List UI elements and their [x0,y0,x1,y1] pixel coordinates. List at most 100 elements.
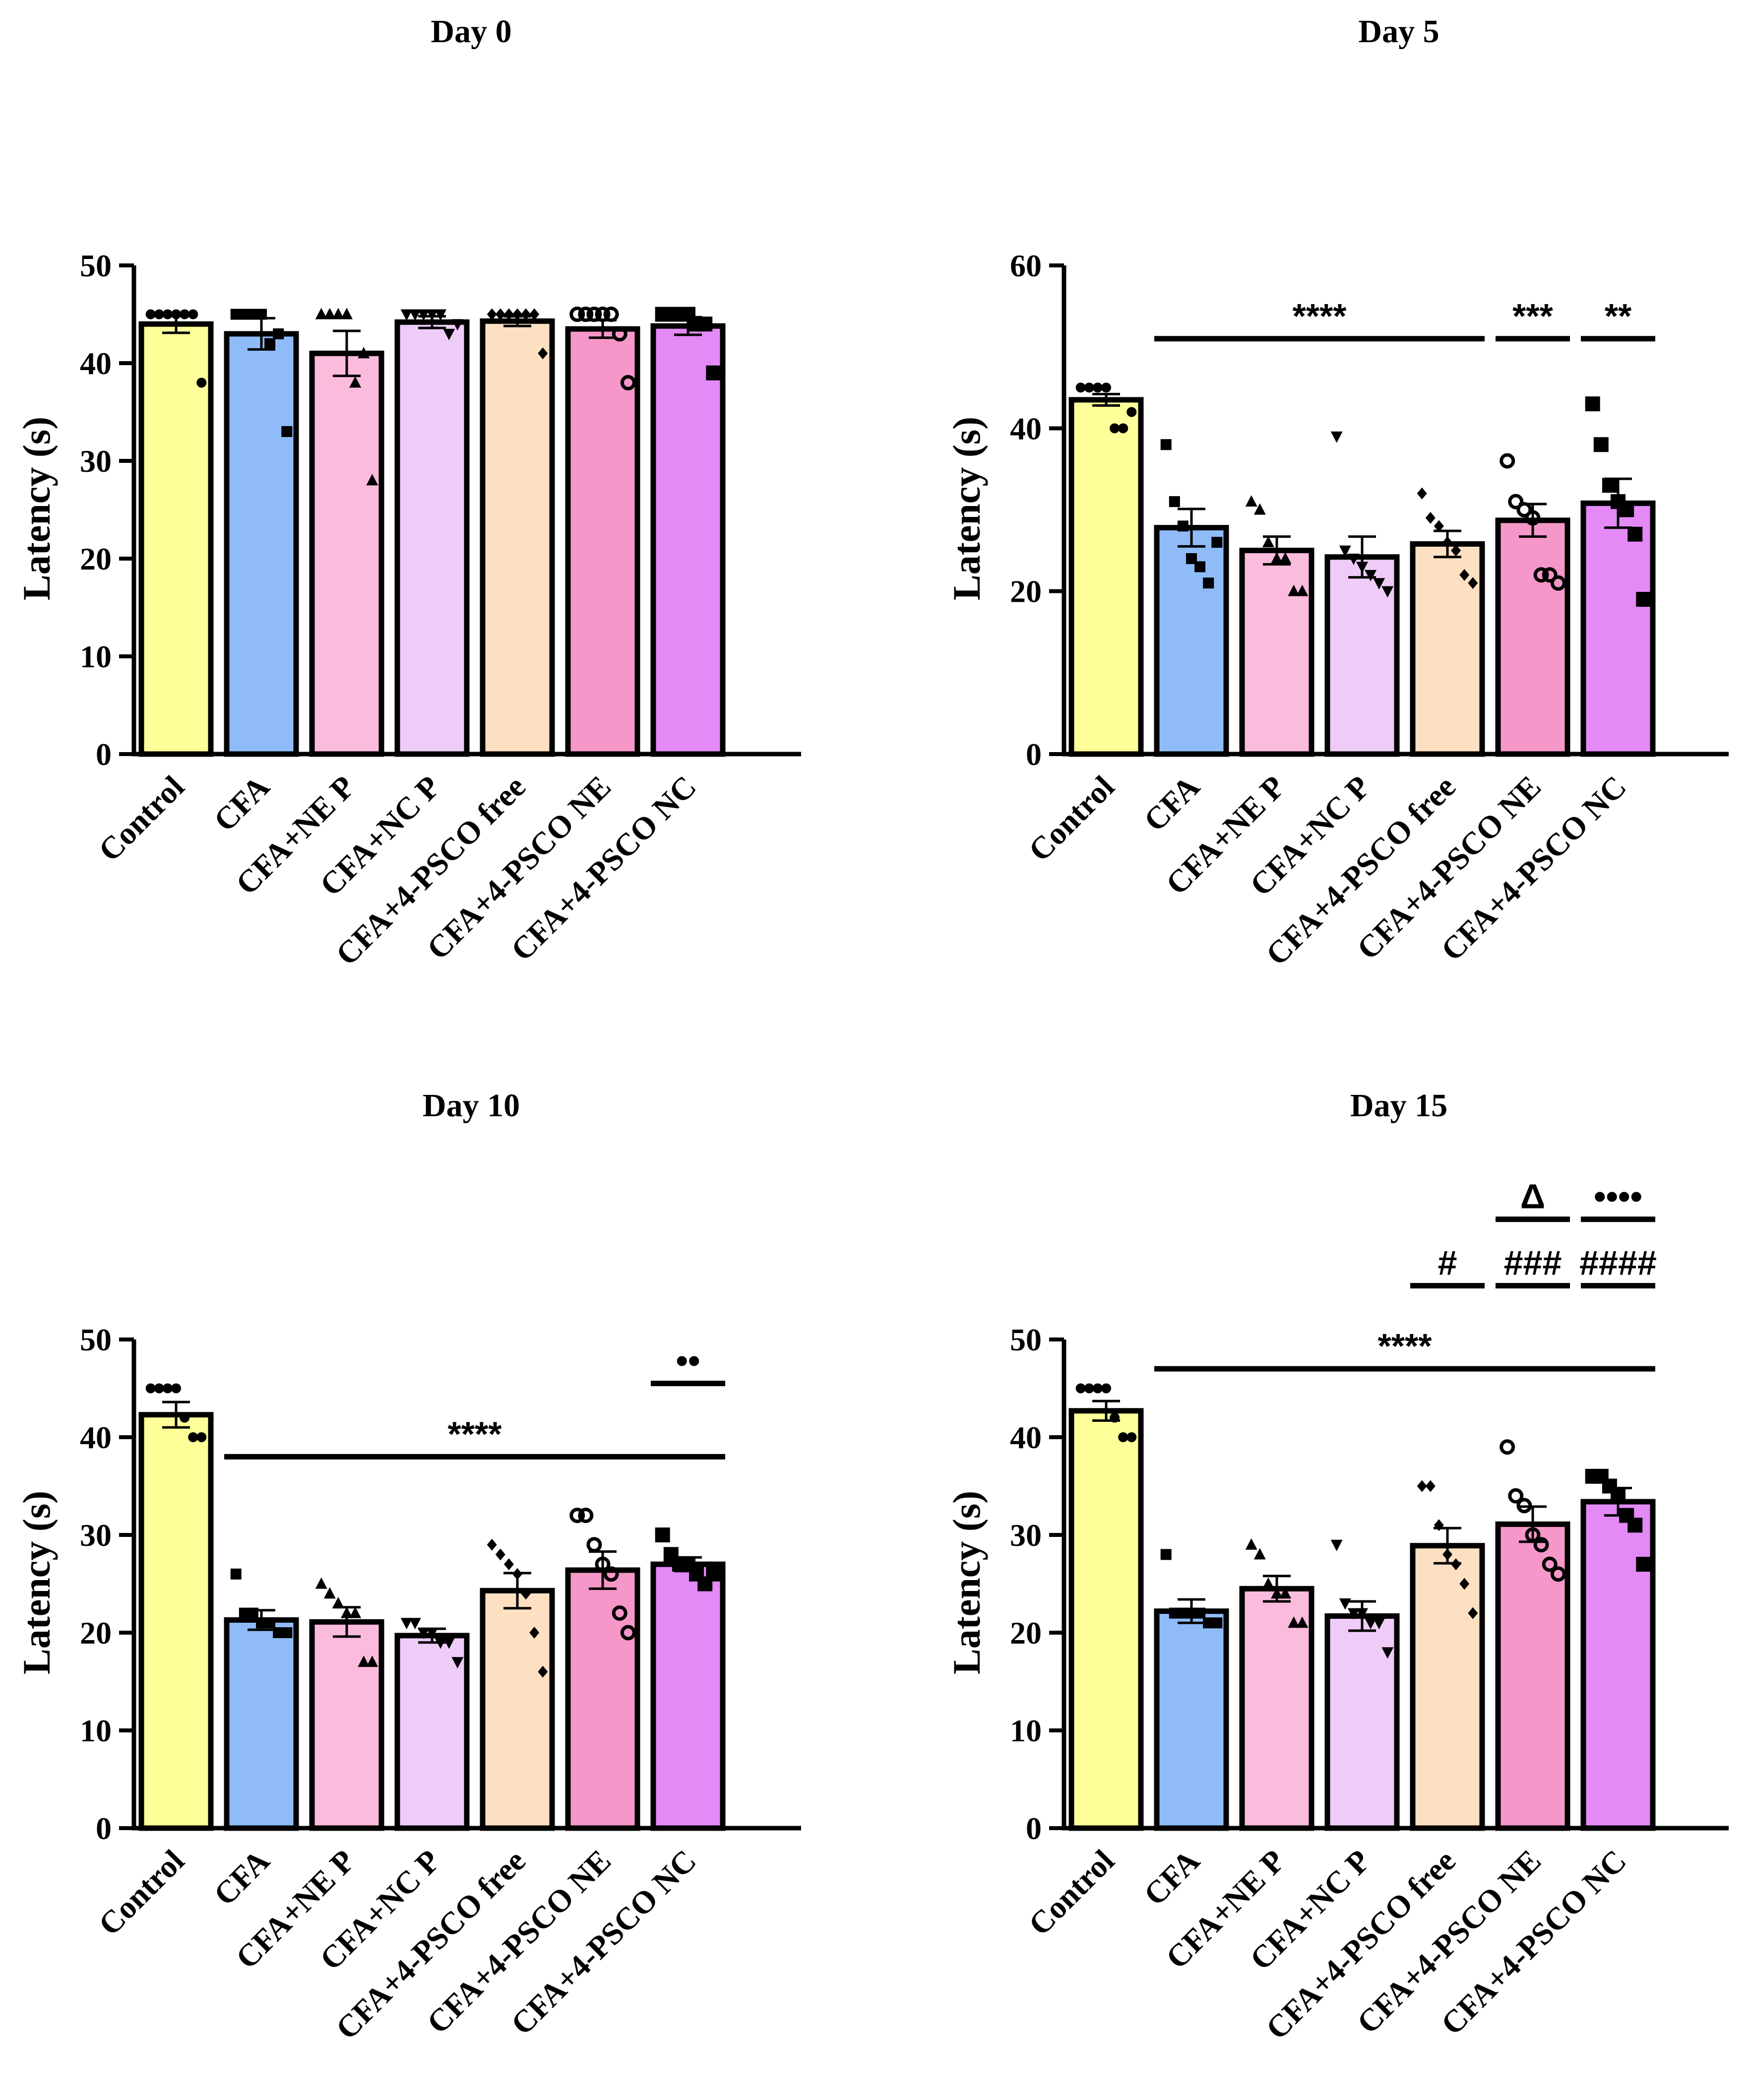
data-point [1262,1577,1274,1589]
data-point [1169,1607,1180,1619]
data-point [1516,1498,1532,1514]
data-point [1550,1566,1566,1582]
data-point [400,309,413,321]
data-point [697,317,713,332]
data-point [1365,1618,1377,1630]
y-tick-label: 10 [1010,1713,1042,1748]
bar [1068,397,1144,757]
bar [1239,1586,1314,1831]
data-point [256,309,267,320]
data-point [409,1618,421,1630]
data-point [1101,382,1111,393]
y-tick-label: 60 [1010,248,1042,283]
data-point [578,307,594,322]
y-tick-label: 30 [80,1518,112,1553]
data-point [1330,431,1343,443]
y-tick-label: 50 [80,248,112,283]
data-point [1459,569,1470,581]
data-point [443,1637,455,1649]
data-point [1279,552,1292,564]
data-point [1636,592,1651,607]
data-point [1160,1549,1172,1560]
data-point [495,308,505,320]
data-point [1417,487,1427,500]
data-point [332,308,344,319]
data-point [180,1412,190,1423]
data-point [586,307,602,322]
data-point [1288,584,1300,596]
data-point [1533,567,1549,583]
y-axis-label: Latency (s) [945,1491,988,1674]
data-point [145,1383,156,1394]
y-axis-label: Latency (s) [15,1491,58,1674]
data-point [154,1383,164,1394]
bar [650,323,726,757]
data-point [1177,520,1188,532]
x-tick-label: Control [1022,769,1121,868]
data-point [1296,584,1309,596]
y-tick-label: 0 [1026,1811,1042,1846]
data-point [1417,1480,1427,1492]
significance-label: **** [1378,1327,1433,1365]
data-point [1253,1548,1266,1560]
data-point [358,347,370,359]
data-point [706,1566,721,1582]
data-point [1084,382,1094,393]
bar [138,1412,214,1831]
y-tick-label: 40 [1010,411,1042,446]
data-point [1339,1598,1351,1610]
y-axis-label: Latency (s) [945,417,988,600]
data-point [1500,1439,1515,1455]
data-point [1373,1618,1385,1630]
data-point [603,1566,619,1582]
bar [1580,1499,1656,1831]
data-point [1110,423,1120,434]
chart-title: Day 15 [1350,1087,1447,1124]
significance-label: *** [1512,297,1553,335]
data-point [487,308,497,320]
data-point [1211,537,1223,548]
data-point [1373,578,1385,590]
data-point [281,1627,293,1638]
data-point [1425,1480,1436,1492]
data-point [1356,562,1368,573]
data-point [1434,520,1444,532]
data-point [145,309,156,319]
data-point [341,1606,353,1618]
data-point [1365,570,1377,581]
data-point [171,1383,181,1394]
data-point [1262,536,1274,548]
data-point [349,376,362,388]
data-point [1516,502,1532,517]
bar [1410,1543,1485,1831]
significance-label: Δ [1520,1177,1545,1216]
x-tick-label: CFA [1137,769,1206,838]
data-point [1459,1578,1470,1590]
y-tick-label: 20 [80,1615,112,1651]
data-point [443,328,455,340]
data-point [538,347,548,360]
x-tick-label: Control [92,769,191,868]
data-point [273,1627,284,1638]
data-point [569,307,585,322]
data-point [595,307,611,322]
panel-day-15: Day 15 Latency (s) 0 10 20 30 40 50 Control CFA… [945,1087,1729,2046]
bar [138,321,214,757]
data-point [196,1432,207,1442]
data-point [529,1627,540,1639]
data-point [315,1577,327,1589]
data-point [1194,1607,1206,1619]
data-point [1092,1383,1103,1394]
data-point [1245,1538,1257,1550]
data-point [1508,494,1524,509]
data-point [1619,502,1634,517]
data-point [1525,1527,1541,1543]
data-point [1118,423,1128,434]
data-point [154,309,164,319]
data-point [521,1588,531,1600]
bar [1154,1608,1229,1831]
data-point [1627,1518,1643,1533]
data-point [1525,510,1541,526]
significance-label: **** [448,1414,502,1453]
data-point [162,1383,173,1394]
